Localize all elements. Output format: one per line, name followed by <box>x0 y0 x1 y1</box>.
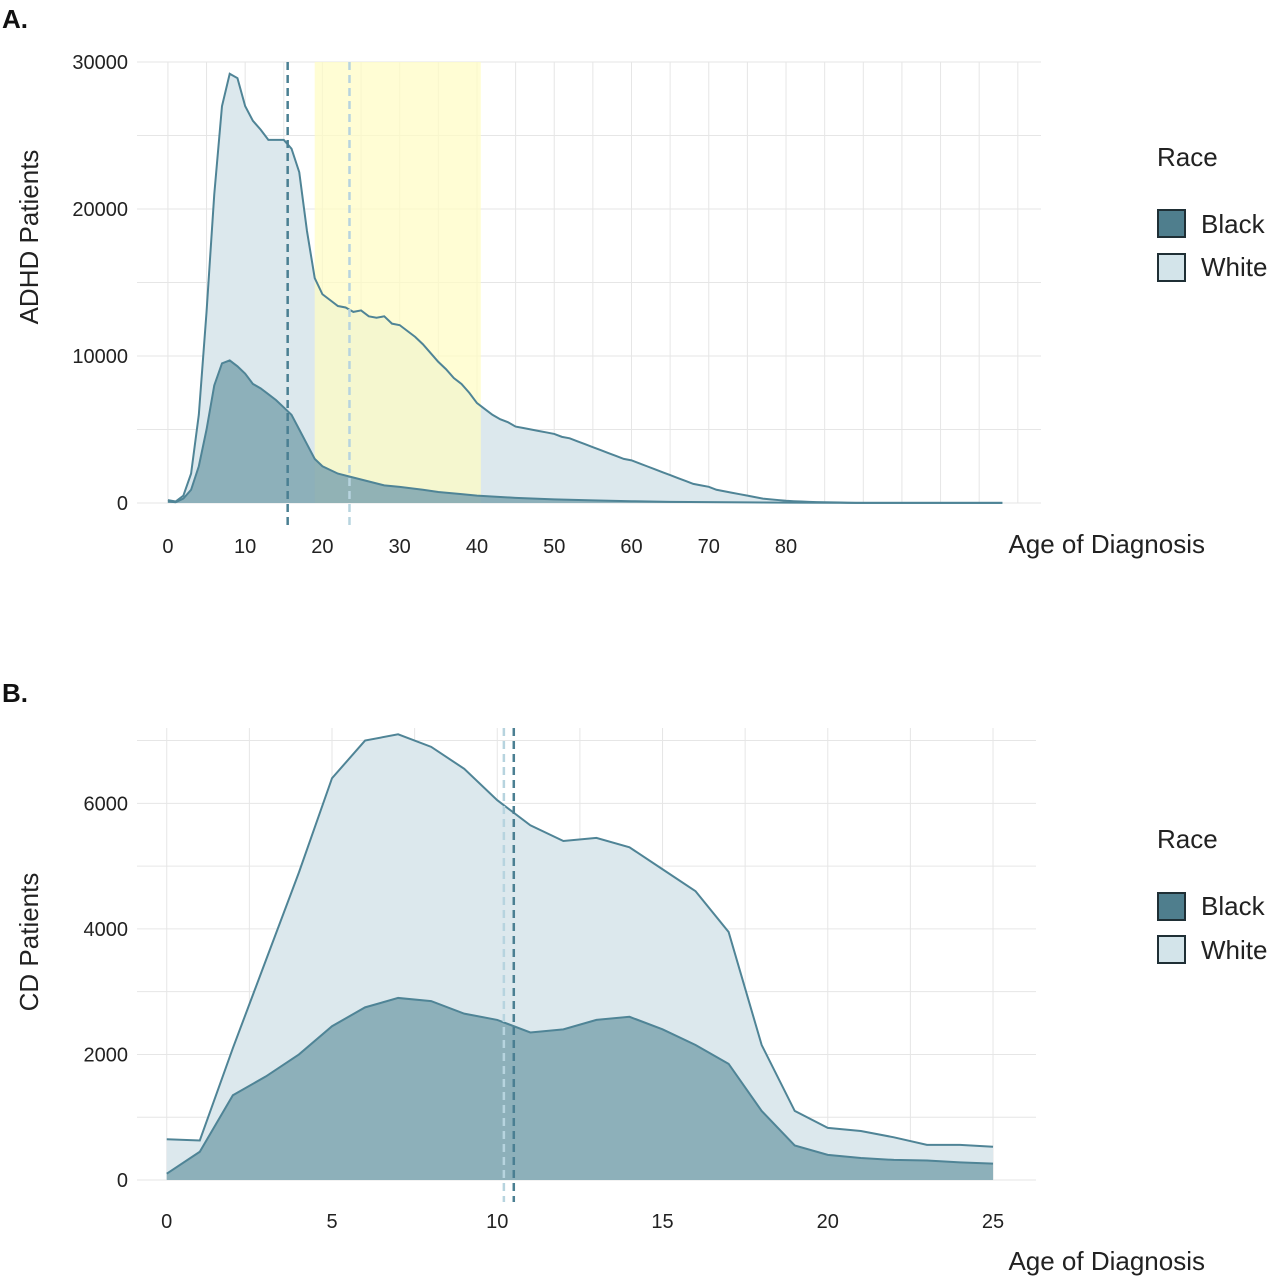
legend-key-white <box>1157 253 1186 282</box>
panel-a-y-tick-labels: 0 10000 20000 30000 <box>72 52 128 515</box>
y-tick-label: 30000 <box>72 52 128 74</box>
panel-a-areas <box>167 62 1003 504</box>
x-tick-label: 10 <box>234 536 256 558</box>
panel-a-label: A. <box>2 4 28 34</box>
x-tick-label: 20 <box>817 1211 839 1233</box>
x-tick-label: 15 <box>651 1211 673 1233</box>
black-line <box>167 359 1003 504</box>
panel-a-x-axis-title: Age of Diagnosis <box>1008 529 1205 559</box>
panel-a: A. 0 10000 20000 30000 0 10 20 30 40 50 60 70 80 Ag… <box>2 4 1267 559</box>
panel-b-mean-lines <box>502 728 516 1202</box>
x-tick-label: 10 <box>486 1211 508 1233</box>
x-tick-label: 80 <box>775 536 797 558</box>
legend-key-white <box>1157 935 1186 964</box>
legend-label-white: White <box>1201 252 1267 282</box>
panel-b-areas <box>166 733 994 1180</box>
panel-b-label: B. <box>2 678 28 708</box>
panel-b-y-axis-title: CD Patients <box>14 873 44 1012</box>
x-tick-label: 30 <box>389 536 411 558</box>
panel-a-y-axis-title: ADHD Patients <box>14 150 44 325</box>
x-tick-label: 25 <box>982 1211 1004 1233</box>
panel-b-legend-title: Race <box>1157 824 1218 854</box>
x-tick-label: 60 <box>620 536 642 558</box>
panel-a-x-tick-labels: 0 10 20 30 40 50 60 70 80 <box>162 536 797 558</box>
panel-b-x-axis-title: Age of Diagnosis <box>1008 1246 1205 1276</box>
x-tick-label: 70 <box>698 536 720 558</box>
y-tick-label: 4000 <box>84 919 129 941</box>
y-tick-label: 2000 <box>84 1044 129 1066</box>
panel-b: B. 0 2000 4000 6000 0 5 10 15 20 25 Age of Diagn… <box>2 678 1267 1276</box>
x-tick-label: 20 <box>311 536 333 558</box>
panel-a-legend-title: Race <box>1157 142 1218 172</box>
legend-label-white: White <box>1201 935 1267 965</box>
panel-b-legend: Race Black White <box>1157 824 1267 965</box>
legend-label-black: Black <box>1201 891 1266 921</box>
y-tick-label: 0 <box>117 1170 128 1192</box>
y-tick-label: 10000 <box>72 346 128 368</box>
legend-key-black <box>1157 892 1186 921</box>
x-tick-label: 0 <box>161 1211 172 1233</box>
x-tick-label: 50 <box>543 536 565 558</box>
x-tick-label: 0 <box>162 536 173 558</box>
legend-key-black <box>1157 209 1186 238</box>
legend-label-black: Black <box>1201 209 1266 239</box>
y-tick-label: 20000 <box>72 199 128 221</box>
panel-b-y-tick-labels: 0 2000 4000 6000 <box>84 793 129 1192</box>
y-tick-label: 0 <box>117 493 128 515</box>
y-tick-label: 6000 <box>84 793 129 815</box>
black-line <box>166 996 994 1175</box>
white-line <box>166 733 994 1148</box>
panel-b-x-tick-labels: 0 5 10 15 20 25 <box>161 1211 1004 1233</box>
x-tick-label: 5 <box>326 1211 337 1233</box>
black-area <box>166 997 994 1180</box>
panel-a-legend: Race Black White <box>1157 142 1267 282</box>
black-area <box>167 360 1003 503</box>
highlight-band <box>314 62 481 503</box>
x-tick-label: 40 <box>466 536 488 558</box>
